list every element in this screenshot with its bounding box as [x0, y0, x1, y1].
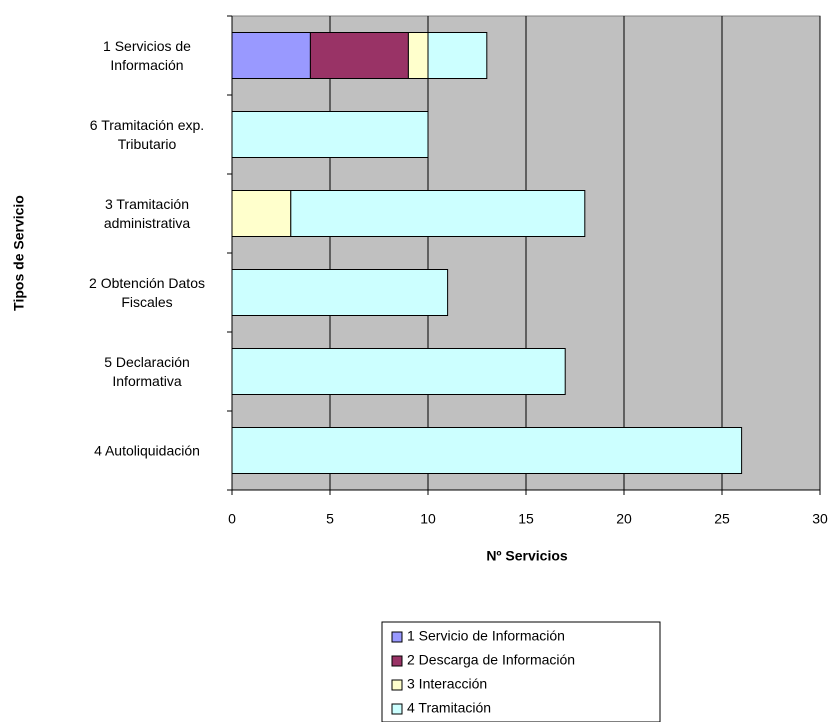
legend-swatch	[391, 703, 403, 715]
bar-segment	[231, 427, 743, 474]
legend-box	[381, 621, 661, 722]
legend-swatch	[391, 631, 403, 643]
x-tick-label: 20	[616, 511, 632, 527]
legend-label: 2 Descarga de Información	[407, 652, 575, 668]
x-tick-label: 10	[420, 511, 436, 527]
bar-segment	[231, 348, 566, 395]
x-tick-label: 5	[326, 511, 334, 527]
bar-segment	[309, 32, 409, 79]
y-tick-label: 4 Autoliquidación	[94, 442, 200, 458]
y-tick-label: 1 Servicios de Información	[103, 37, 191, 73]
x-tick-label: 0	[228, 511, 236, 527]
legend-label: 4 Tramitación	[407, 700, 491, 716]
legend-label: 1 Servicio de Información	[407, 628, 565, 644]
bar-segment	[231, 190, 292, 237]
bar-segment	[427, 32, 488, 79]
y-tick-label: 3 Tramitación administrativa	[103, 195, 191, 231]
legend-label: 3 Interacción	[407, 676, 487, 692]
bar-segment	[231, 32, 311, 79]
legend-swatch	[391, 679, 403, 691]
y-tick-label: 2 Obtención Datos Fiscales	[89, 274, 205, 310]
x-tick-label: 25	[714, 511, 730, 527]
y-axis-title: Tipos de Servicio	[11, 195, 27, 311]
bar-segment	[290, 190, 586, 237]
bar-segment	[407, 32, 429, 79]
bar-segment	[231, 111, 429, 158]
x-tick-label: 15	[518, 511, 534, 527]
y-tick-label: 5 Declaración Informativa	[104, 353, 190, 389]
x-axis-title: Nº Servicios	[486, 548, 568, 564]
legend-swatch	[391, 655, 403, 667]
y-tick-label: 6 Tramitación exp. Tributario	[89, 116, 205, 152]
bar-segment	[231, 269, 449, 316]
x-tick-label: 30	[812, 511, 828, 527]
